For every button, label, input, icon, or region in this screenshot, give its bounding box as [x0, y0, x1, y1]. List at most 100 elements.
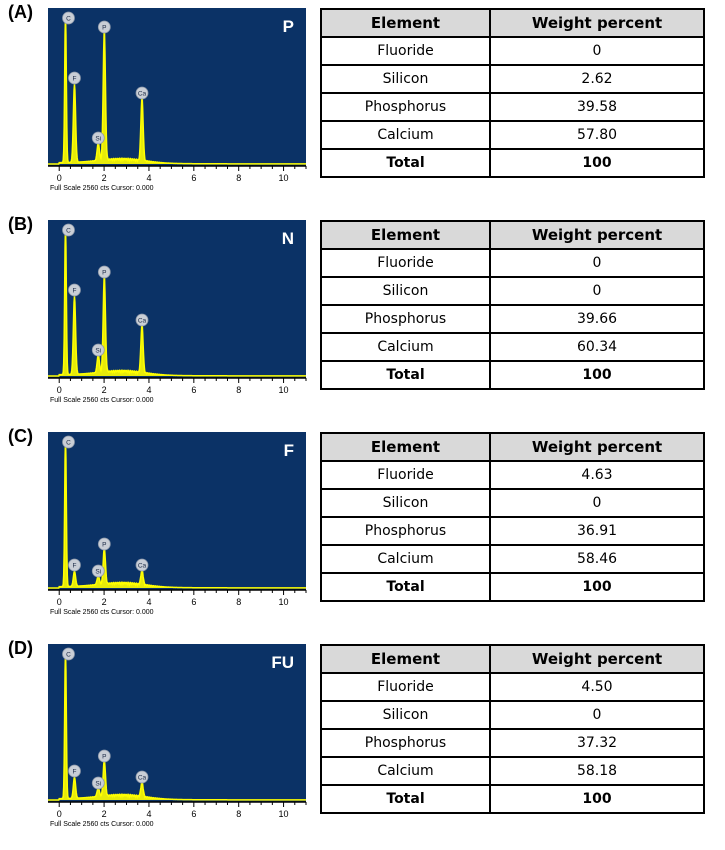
peak-label: F	[72, 76, 76, 83]
weight-cell: 58.18	[489, 756, 705, 786]
element-cell: Total	[320, 784, 491, 814]
weight-cell: 2.62	[489, 64, 705, 94]
table-row: Fluoride 4.50	[320, 672, 705, 702]
table-row: Total 100	[320, 572, 705, 602]
peak-marker-circle	[62, 223, 75, 237]
weight-percent-table: Element Weight percent Fluoride 4.63 Silicon…	[320, 432, 705, 602]
weight-percent-table: Element Weight percent Fluoride 0 Silicon 0 Ph…	[320, 220, 705, 390]
peak-marker: P	[97, 265, 111, 279]
element-cell: Phosphorus	[320, 728, 491, 758]
x-tick-label: 2	[102, 597, 107, 607]
table-row: Calcium 60.34	[320, 332, 705, 362]
peak-marker: C	[62, 647, 75, 661]
peak-label: Si	[95, 569, 101, 576]
peak-marker: Ca	[135, 770, 149, 784]
weight-cell: 100	[489, 148, 705, 178]
element-cell: Silicon	[320, 488, 491, 518]
element-cell: Phosphorus	[320, 516, 491, 546]
x-tick-label: 8	[236, 597, 241, 607]
scale-caption: Full Scale 2560 cts Cursor: 0.000	[50, 185, 154, 192]
peak-marker: F	[68, 71, 81, 85]
peak-label: P	[102, 25, 106, 32]
element-cell: Fluoride	[320, 248, 491, 278]
table-row: Silicon 0	[320, 700, 705, 730]
element-cell: Fluoride	[320, 36, 491, 66]
peak-marker: P	[97, 749, 111, 763]
x-tick-label: 6	[191, 597, 196, 607]
weight-cell: 4.63	[489, 460, 705, 490]
peak-marker-circle	[62, 435, 75, 449]
peak-label: Ca	[138, 318, 147, 325]
peak-marker-circle	[68, 764, 81, 778]
eds-spectrum-chart: 0 2 4 6 8 10 C F Si P Ca F	[48, 432, 308, 618]
sample-label: FU	[271, 653, 294, 672]
peak-marker-circle	[135, 770, 149, 784]
panel: (C) 0 2 4 6 8 10 C F Si P Ca F Full Scale 2560 cts Cu…	[0, 424, 725, 636]
element-cell: Fluoride	[320, 460, 491, 490]
element-cell: Total	[320, 148, 491, 178]
weight-cell: 100	[489, 572, 705, 602]
column-header: Weight percent	[489, 644, 705, 674]
x-tick-label: 4	[146, 597, 151, 607]
sample-label: P	[283, 17, 294, 36]
peak-marker-circle	[62, 647, 75, 661]
weight-cell: 0	[489, 488, 705, 518]
table-row: Calcium 57.80	[320, 120, 705, 150]
peak-label: C	[66, 228, 71, 235]
column-header: Weight percent	[489, 432, 705, 462]
peak-label: P	[102, 270, 106, 277]
table-row: Phosphorus 36.91	[320, 516, 705, 546]
element-cell: Fluoride	[320, 672, 491, 702]
x-tick-label: 0	[57, 385, 62, 395]
weight-cell: 57.80	[489, 120, 705, 150]
peak-marker-circle	[68, 558, 81, 572]
element-cell: Total	[320, 360, 491, 390]
spectrum-svg: 0 2 4 6 8 10 C F Si P Ca N	[48, 220, 307, 395]
plot-background	[48, 8, 306, 166]
x-tick-label: 6	[191, 385, 196, 395]
column-header: Element	[320, 8, 491, 38]
peak-marker-circle	[91, 343, 105, 357]
table-row: Phosphorus 37.32	[320, 728, 705, 758]
peak-marker: Si	[91, 776, 105, 790]
scale-caption: Full Scale 2560 cts Cursor: 0.000	[50, 397, 154, 404]
table-row: Total 100	[320, 360, 705, 390]
table-row: Phosphorus 39.66	[320, 304, 705, 334]
sample-label: F	[284, 441, 294, 460]
weight-cell: 100	[489, 784, 705, 814]
table-row: Fluoride 0	[320, 36, 705, 66]
peak-label: Ca	[138, 91, 147, 98]
table-row: Phosphorus 39.58	[320, 92, 705, 122]
spectrum-line	[48, 437, 306, 589]
column-header: Element	[320, 644, 491, 674]
weight-cell: 39.58	[489, 92, 705, 122]
weight-cell: 60.34	[489, 332, 705, 362]
x-tick-label: 2	[102, 173, 107, 183]
peak-marker: C	[62, 435, 75, 449]
peak-marker: P	[97, 20, 111, 34]
peak-label: Si	[95, 348, 101, 355]
element-cell: Silicon	[320, 700, 491, 730]
element-cell: Total	[320, 572, 491, 602]
element-cell: Calcium	[320, 756, 491, 786]
spectrum-area	[48, 226, 306, 376]
x-tick-label: 8	[236, 385, 241, 395]
peak-marker: F	[68, 558, 81, 572]
peak-label: C	[66, 16, 71, 23]
spectrum-line	[48, 225, 306, 377]
table-row: Silicon 0	[320, 488, 705, 518]
panel-label: (A)	[8, 2, 33, 22]
panel-label: (C)	[8, 426, 33, 446]
peak-marker: Si	[91, 343, 105, 357]
weight-cell: 0	[489, 36, 705, 66]
column-header: Weight percent	[489, 8, 705, 38]
x-tick-label: 10	[279, 385, 289, 395]
table-row: Calcium 58.18	[320, 756, 705, 786]
peak-marker-circle	[91, 776, 105, 790]
peak-marker: P	[97, 537, 111, 551]
x-tick-label: 10	[279, 809, 289, 819]
table-header-row: Element Weight percent	[320, 644, 705, 674]
eds-spectrum-chart: 0 2 4 6 8 10 C F Si P Ca N	[48, 220, 308, 406]
peak-label: Si	[95, 136, 101, 143]
peak-marker: Ca	[135, 558, 149, 572]
